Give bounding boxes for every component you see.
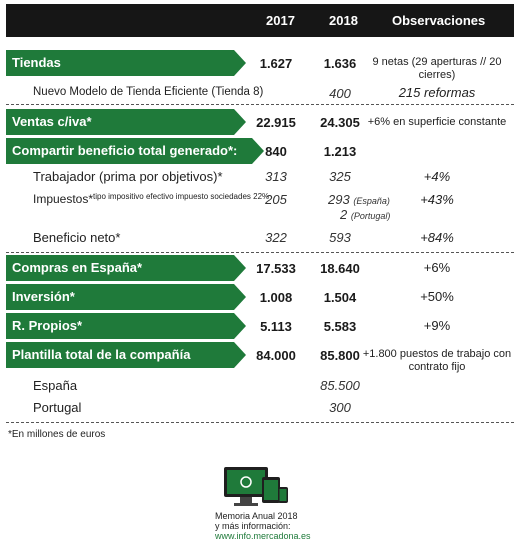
plantilla-2017: 84.000 (256, 348, 296, 363)
impuestos-es-label: (España) (353, 196, 390, 206)
ventas-obs: +6% en superficie constante (367, 116, 507, 128)
header-2018: 2018 (329, 13, 358, 28)
compras-obs: +6% (423, 260, 451, 275)
ventas-2018: 24.305 (320, 115, 360, 130)
tiendas-obs: 9 netas (29 aperturas // 20 cierres) (372, 56, 502, 81)
beneficio-obs: +84% (420, 230, 454, 245)
divider (6, 252, 514, 253)
tiendas-label: Tiendas (6, 50, 246, 76)
espana-label: España (33, 378, 78, 393)
divider (6, 104, 514, 105)
plantilla-label: Plantilla total de la compañía (6, 342, 246, 368)
trabajador-2017: 313 (265, 169, 287, 184)
beneficio-2017: 322 (265, 230, 287, 245)
propios-label: R. Propios* (6, 313, 246, 339)
impuestos-text: Impuestos* (33, 192, 94, 206)
portugal-label: Portugal (33, 400, 82, 415)
tiendas-2017: 1.627 (259, 56, 293, 71)
trabajador-2018: 325 (329, 169, 351, 184)
propios-2018: 5.583 (323, 319, 357, 334)
plantilla-2018: 85.800 (320, 348, 360, 363)
impuestos-label: Impuestos*tipo impositivo efectivo impue… (33, 192, 269, 206)
devices-icon (224, 467, 288, 506)
compras-label: Compras en España* (6, 255, 246, 281)
impuestos-2018-es: 293 (España) (328, 192, 390, 207)
nuevo-modelo-2018: 400 (329, 86, 351, 101)
ventas-2017: 22.915 (256, 115, 296, 130)
compartir-2018: 1.213 (323, 144, 357, 159)
trabajador-obs: +4% (423, 169, 451, 184)
compras-2017: 17.533 (256, 261, 296, 276)
promo-link[interactable]: www.info.mercadona.es (215, 531, 311, 541)
impuestos-es-value: 293 (328, 192, 350, 207)
trabajador-label: Trabajador (prima por objetivos)* (33, 169, 223, 184)
nuevo-modelo-label: Nuevo Modelo de Tienda Eficiente (Tienda… (33, 86, 264, 98)
nuevo-modelo-obs: 215 reformas (398, 85, 476, 100)
footnote: *En millones de euros (8, 429, 106, 440)
compartir-2017: 840 (265, 144, 287, 159)
promo-line2: y más información: (215, 521, 291, 531)
espana-2018: 85.500 (320, 378, 360, 393)
divider (6, 422, 514, 423)
beneficio-label: Beneficio neto* (33, 230, 121, 245)
impuestos-obs: +43% (420, 192, 454, 207)
header-observaciones: Observaciones (392, 13, 486, 28)
tiendas-2018: 1.636 (323, 56, 357, 71)
compartir-label: Compartir beneficio total generado*: (6, 138, 264, 164)
inversion-2017: 1.008 (259, 290, 293, 305)
impuestos-2017: 205 (265, 192, 287, 207)
portugal-2018: 300 (329, 400, 351, 415)
inversion-2018: 1.504 (323, 290, 357, 305)
inversion-label: Inversión* (6, 284, 246, 310)
promo-line1: Memoria Anual 2018 (215, 511, 298, 521)
impuestos-pt-value: 2 (340, 207, 348, 222)
impuestos-2018-pt: 2 (Portugal) (340, 207, 390, 222)
inversion-obs: +50% (420, 289, 454, 304)
impuestos-note: tipo impositivo efectivo impuesto socied… (93, 192, 270, 201)
table-header: 2017 2018 Observaciones (6, 4, 514, 37)
beneficio-2018: 593 (329, 230, 351, 245)
ventas-label: Ventas c/iva* (6, 109, 246, 135)
compras-2018: 18.640 (320, 261, 360, 276)
propios-2017: 5.113 (260, 319, 292, 334)
propios-obs: +9% (423, 318, 451, 333)
plantilla-obs: +1.800 puestos de trabajo con contrato f… (362, 348, 512, 373)
header-2017: 2017 (266, 13, 295, 28)
impuestos-pt-label: (Portugal) (350, 211, 391, 221)
